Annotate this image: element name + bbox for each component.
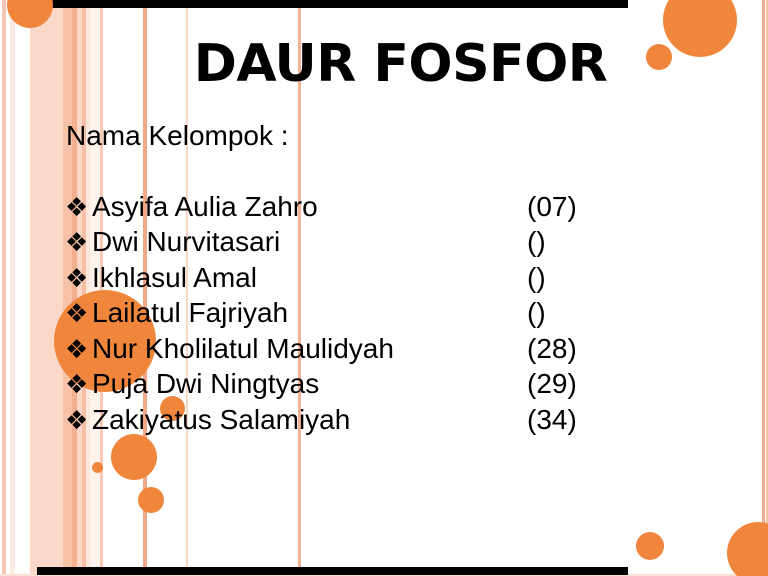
member-number: (28) <box>527 332 577 364</box>
vertical-stripe <box>298 0 301 576</box>
diamond-bullet-icon: ❖ <box>65 263 89 294</box>
slide-title: DAUR FOSFOR <box>193 34 608 94</box>
vertical-stripe <box>765 0 768 576</box>
member-name: Zakiyatus Salamiyah <box>92 403 351 435</box>
orange-circle-decoration <box>111 434 157 480</box>
diamond-bullet-icon: ❖ <box>65 299 89 330</box>
diamond-bullet-icon: ❖ <box>65 228 89 259</box>
member-row: ❖ Asyifa Aulia Zahro (07) <box>65 189 705 224</box>
vertical-stripe <box>86 0 90 576</box>
diamond-bullet-icon: ❖ <box>65 334 89 365</box>
member-number: (29) <box>527 368 577 400</box>
orange-circle-decoration <box>636 532 664 560</box>
vertical-stripe <box>762 0 765 576</box>
member-name: Lailatul Fajriyah <box>92 297 289 329</box>
member-number: () <box>527 261 546 293</box>
member-row: ❖ Nur Kholilatul Maulidyah (28) <box>65 331 705 366</box>
horizontal-black-bar <box>37 567 628 575</box>
orange-circle-decoration <box>54 290 156 392</box>
member-number: (34) <box>527 403 577 435</box>
diamond-bullet-icon: ❖ <box>65 193 89 223</box>
diamond-bullet-icon: ❖ <box>65 370 89 401</box>
member-name: Asyifa Aulia Zahro <box>92 191 318 222</box>
vertical-stripe <box>143 0 147 576</box>
diamond-bullet-icon: ❖ <box>65 405 89 436</box>
vertical-stripe <box>186 0 188 576</box>
orange-circle-decoration <box>646 44 672 70</box>
vertical-stripe <box>77 0 82 576</box>
member-number: (07) <box>527 191 577 222</box>
member-row: ❖ Puja Dwi Ningtyas (29) <box>65 366 705 401</box>
vertical-stripe <box>82 0 86 576</box>
member-name: Dwi Nurvitasari <box>92 226 281 258</box>
vertical-stripe <box>90 0 101 576</box>
member-name: Ikhlasul Amal <box>92 261 257 293</box>
member-row: ❖ Dwi Nurvitasari () <box>65 224 705 259</box>
vertical-stripe <box>2 0 6 576</box>
member-number: () <box>527 297 546 329</box>
vertical-stripe <box>100 0 103 576</box>
orange-circle-decoration <box>159 395 185 421</box>
orange-circle-decoration <box>663 0 737 57</box>
vertical-stripe <box>30 0 63 576</box>
vertical-stripe <box>10 0 15 576</box>
orange-circle-decoration <box>138 487 164 513</box>
orange-circle-decoration <box>727 522 768 576</box>
member-row: ❖ Lailatul Fajriyah () <box>65 295 705 330</box>
horizontal-black-bar <box>37 0 628 8</box>
group-heading: Nama Kelompok : <box>66 120 289 151</box>
orange-circle-decoration <box>91 461 103 473</box>
member-row: ❖ Zakiyatus Salamiyah (34) <box>65 402 705 437</box>
vertical-stripe <box>72 0 77 576</box>
member-name: Nur Kholilatul Maulidyah <box>92 332 394 364</box>
member-name: Puja Dwi Ningtyas <box>92 368 320 400</box>
member-number: () <box>527 226 546 258</box>
member-list: ❖ Asyifa Aulia Zahro (07) ❖ Dwi Nurvitasar… <box>65 189 705 437</box>
vertical-stripe <box>63 0 72 576</box>
member-row: ❖ Ikhlasul Amal () <box>65 260 705 295</box>
